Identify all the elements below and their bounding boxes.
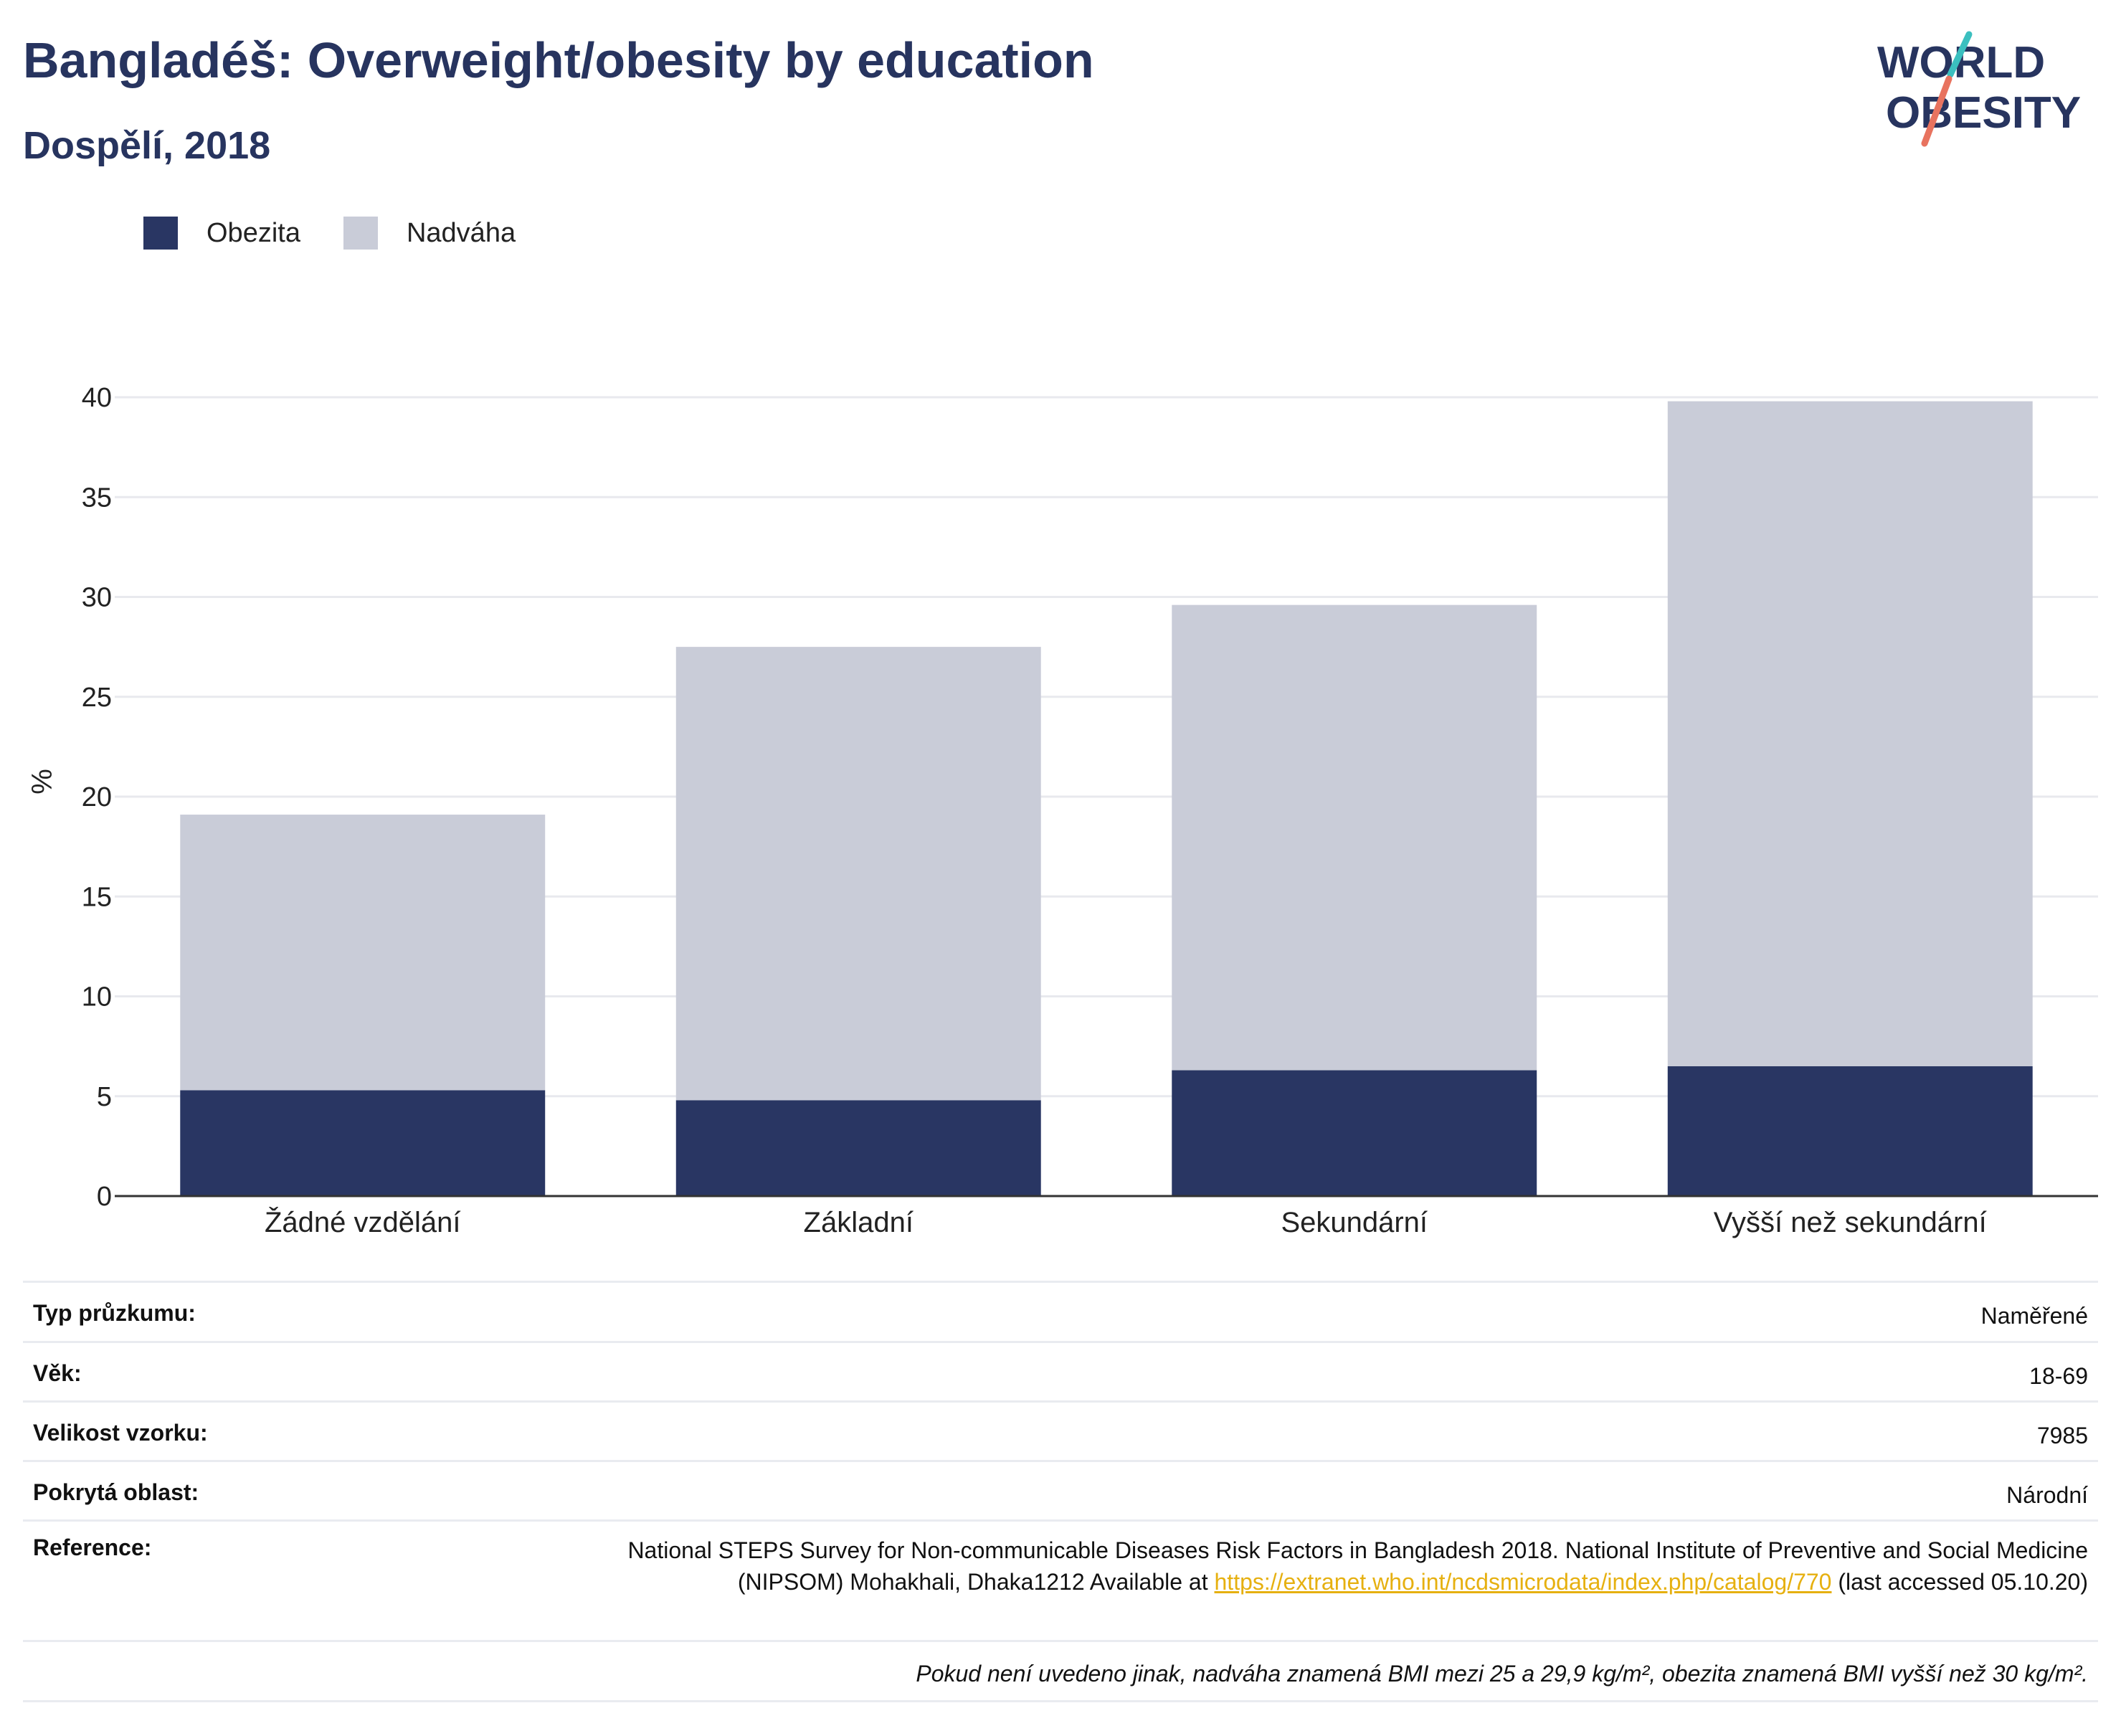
bar-overweight[interactable] (1172, 604, 1537, 1071)
chart-legend: Obezita Nadváha (143, 215, 559, 251)
bar-chart: 0 5 10 15 20 25 30 35 40 Žádné vzdělání Základní S… (27, 383, 2098, 1238)
logo-slash-coral (1921, 75, 1952, 147)
chart-title: Bangladéš: Overweight/obesity by educati… (23, 32, 1094, 88)
reference-label: Reference: (33, 1535, 152, 1560)
bar-overweight[interactable] (675, 647, 1041, 1101)
y-axis-title: % (27, 769, 58, 795)
sample-size-label: Velikost vzorku: (33, 1420, 208, 1446)
reference-link[interactable]: https://extranet.who.int/ncdsmicrodata/i… (1214, 1569, 1832, 1595)
info-row-sample-size: Velikost vzorku: 7985 (23, 1403, 2098, 1462)
survey-type-value: Naměřené (1980, 1303, 2088, 1329)
y-tick-label: 15 (82, 882, 112, 912)
bar-obesity[interactable] (1667, 1066, 2033, 1196)
chart-subtitle: Dospělí, 2018 (23, 124, 271, 167)
bar-overweight[interactable] (180, 815, 546, 1091)
sample-size-value: 7985 (2036, 1423, 2088, 1448)
y-tick-labels: 0 5 10 15 20 25 30 35 40 (82, 383, 112, 1212)
y-tick-label: 0 (97, 1182, 112, 1212)
x-tick-label: Žádné vzdělání (265, 1206, 461, 1238)
world-obesity-logo: WORLD OBESITY (1877, 31, 2081, 147)
reference-suffix: (last accessed 05.10.20) (1838, 1569, 2088, 1595)
definition-note: Pokud není uvedeno jinak, nadváha znamen… (23, 1642, 2098, 1702)
reference-text: National STEPS Survey for Non-communicab… (627, 1537, 2088, 1595)
y-tick-label: 35 (82, 483, 112, 513)
survey-info-table: Typ průzkumu: Naměřené Věk: 18-69 Veliko… (23, 1281, 2098, 1702)
info-row-coverage: Pokrytá oblast: Národní (23, 1462, 2098, 1522)
legend-label-obesity: Obezita (207, 217, 300, 248)
legend-swatch-overweight (343, 217, 378, 250)
logo-slash-teal (1947, 31, 1973, 78)
coverage-label: Pokrytá oblast: (33, 1479, 199, 1505)
bar-obesity[interactable] (1172, 1070, 1537, 1196)
coverage-value: Národní (2006, 1482, 2088, 1508)
y-tick-label: 10 (82, 982, 112, 1012)
y-tick-label: 5 (97, 1082, 112, 1112)
bars (180, 401, 2033, 1196)
logo-word-obesity: OBESITY (1886, 88, 2081, 138)
info-row-reference: Reference: National STEPS Survey for Non… (23, 1522, 2098, 1642)
bar-obesity[interactable] (180, 1090, 546, 1196)
y-tick-label: 20 (82, 782, 112, 812)
legend-label-overweight: Nadváha (406, 217, 516, 248)
x-tick-label: Sekundární (1281, 1207, 1428, 1238)
age-value: 18-69 (2029, 1363, 2088, 1389)
legend-swatch-obesity (143, 217, 178, 250)
bar-obesity[interactable] (675, 1100, 1041, 1196)
x-tick-labels: Žádné vzdělání Základní Sekundární Vyšší ne… (265, 1206, 1987, 1238)
x-tick-label: Základní (804, 1207, 914, 1238)
y-tick-label: 30 (82, 583, 112, 613)
bar-overweight[interactable] (1667, 401, 2033, 1066)
info-row-survey-type: Typ průzkumu: Naměřené (23, 1283, 2098, 1343)
y-tick-label: 25 (82, 683, 112, 713)
info-row-age: Věk: 18-69 (23, 1343, 2098, 1403)
legend-item-obesity[interactable]: Obezita (143, 217, 300, 250)
reference-value: National STEPS Survey for Non-communicab… (597, 1535, 2088, 1598)
y-tick-label: 40 (82, 383, 112, 413)
legend-item-overweight[interactable]: Nadváha (343, 217, 516, 250)
age-label: Věk: (33, 1360, 82, 1386)
x-tick-label: Vyšší než sekundární (1714, 1207, 1987, 1238)
survey-type-label: Typ průzkumu: (33, 1300, 196, 1326)
